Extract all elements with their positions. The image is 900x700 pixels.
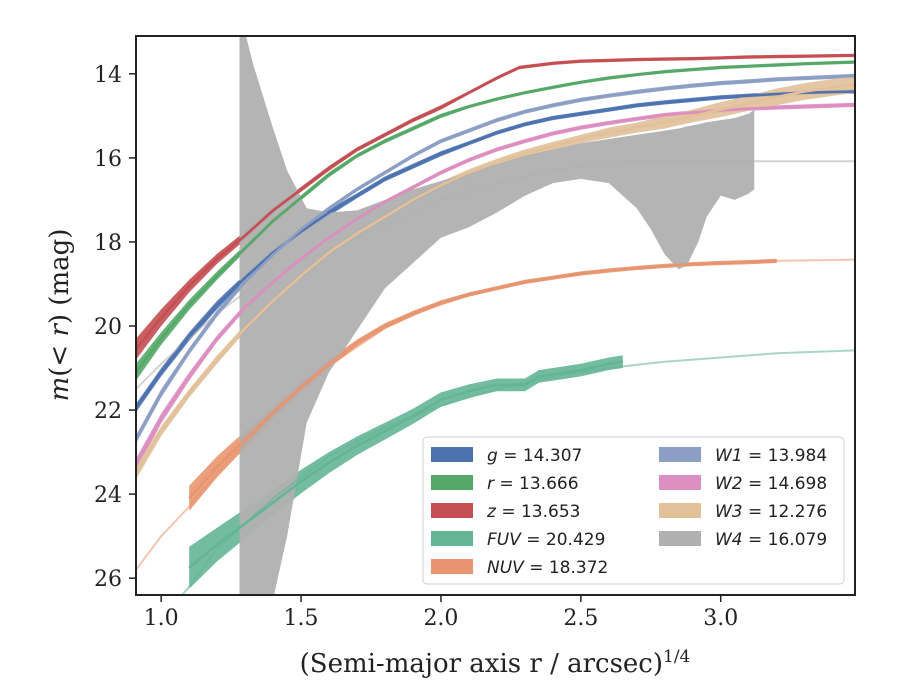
legend-entry-w4: W4 = 16.079 — [659, 530, 827, 550]
w4-band — [239, 36, 755, 595]
legend-entry-r: r = 13.666 — [431, 474, 579, 494]
legend-entry-g: g = 14.307 — [431, 446, 582, 466]
x-tick-label: 1.5 — [284, 606, 319, 631]
legend-swatch — [431, 531, 473, 546]
legend-swatch — [659, 475, 701, 490]
y-tick-label: 24 — [94, 483, 122, 508]
w4-extrapolation-line — [136, 160, 855, 390]
legend-swatch — [431, 475, 473, 490]
legend-swatch — [431, 503, 473, 518]
x-tick-label: 1.0 — [144, 606, 179, 631]
legend-label: NUV = 18.372 — [487, 558, 608, 578]
profile-lines — [136, 54, 855, 569]
w2-line — [136, 103, 855, 466]
legend-entry-nuv: NUV = 18.372 — [431, 558, 608, 578]
w1-line — [136, 74, 855, 441]
legend-swatch — [431, 559, 473, 574]
y-tick-label: 16 — [94, 147, 122, 172]
y-tick-label: 14 — [94, 63, 122, 88]
x-tick-label: 2.5 — [563, 606, 598, 631]
y-tick-label: 18 — [94, 231, 122, 256]
legend-label: W1 = 13.984 — [715, 446, 827, 466]
fuv-line — [188, 360, 623, 569]
nuv-line — [188, 259, 777, 500]
legend-label: FUV = 20.429 — [487, 530, 605, 550]
legend-box — [422, 436, 845, 585]
legend-label: W3 = 12.276 — [715, 502, 827, 522]
y-axis-label: m(< r) (mag) — [45, 229, 75, 402]
y-axis: 14 16 18 20 22 24 26 — [94, 63, 136, 592]
z-line — [136, 54, 855, 350]
x-axis: 1.0 1.5 2.0 2.5 3.0 — [144, 595, 738, 631]
legend-swatch — [659, 503, 701, 518]
legend: g = 14.307 r = 13.666 z = 13.653 FUV = 20.4… — [422, 436, 845, 585]
y-tick-label: 22 — [94, 399, 122, 424]
legend-swatch — [659, 531, 701, 546]
legend-label: z = 13.653 — [486, 502, 580, 522]
w3-line — [136, 83, 855, 474]
legend-label: W4 = 16.079 — [715, 530, 827, 550]
legend-entry-z: z = 13.653 — [431, 502, 580, 522]
legend-label: W2 = 14.698 — [715, 474, 827, 494]
plot-frame — [135, 35, 856, 596]
legend-entry-fuv: FUV = 20.429 — [431, 530, 605, 550]
legend-label: g = 14.307 — [487, 446, 582, 466]
x-tick-label: 2.0 — [423, 606, 458, 631]
legend-label: r = 13.666 — [487, 474, 579, 494]
legend-entry-w3: W3 = 12.276 — [659, 502, 827, 522]
legend-swatch — [659, 447, 701, 462]
plot-area — [136, 36, 855, 595]
y-tick-label: 26 — [94, 567, 122, 592]
legend-entry-w1: W1 = 13.984 — [659, 446, 827, 466]
fuv-extrapolation-line — [180, 349, 855, 595]
legend-swatch — [431, 447, 473, 462]
x-axis-label: (Semi-major axis r / arcsec)1/4 — [300, 647, 691, 679]
x-tick-label: 3.0 — [703, 606, 738, 631]
g-line — [136, 90, 855, 409]
y-tick-label: 20 — [94, 315, 122, 340]
legend-entry-w2: W2 = 14.698 — [659, 474, 827, 494]
r-line — [136, 60, 855, 373]
